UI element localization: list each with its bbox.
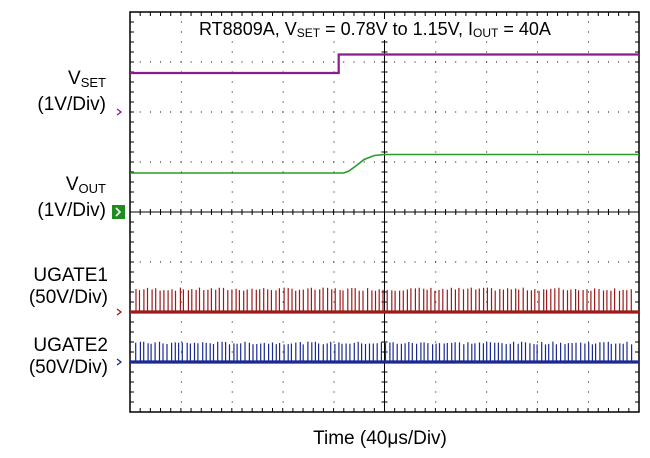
chart-title: RT8809A, VSET = 0.78V to 1.15V, IOUT = 4… bbox=[196, 19, 554, 40]
x-axis-label: Time (40μs/Div) bbox=[313, 428, 447, 449]
vout-label: VOUT (1V/Div) bbox=[10, 174, 106, 222]
vout-ground-arrow bbox=[115, 207, 122, 217]
vset-label: VSET (1V/Div) bbox=[10, 68, 106, 116]
ugate1-label: UGATE1 (50V/Div) bbox=[0, 265, 108, 309]
ugate1-name: UGATE1 bbox=[33, 265, 108, 286]
vset-scale: (1V/Div) bbox=[37, 94, 106, 115]
vset-name: VSET bbox=[68, 68, 106, 90]
vout-ground-marker bbox=[112, 205, 125, 219]
vset-trace bbox=[130, 53, 639, 75]
ugate2-label: UGATE2 (50V/Div) bbox=[0, 335, 108, 379]
ugate2-name: UGATE2 bbox=[33, 335, 108, 356]
vout-trace bbox=[130, 153, 639, 174]
vset-ground-marker bbox=[116, 108, 123, 116]
ugate1-scale: (50V/Div) bbox=[28, 287, 108, 308]
ugate2-ground-marker bbox=[116, 358, 123, 366]
vout-scale: (1V/Div) bbox=[37, 200, 106, 221]
vout-name: VOUT bbox=[65, 174, 106, 196]
ugate1-ground-marker bbox=[116, 308, 123, 316]
ugate2-scale: (50V/Div) bbox=[28, 357, 108, 378]
